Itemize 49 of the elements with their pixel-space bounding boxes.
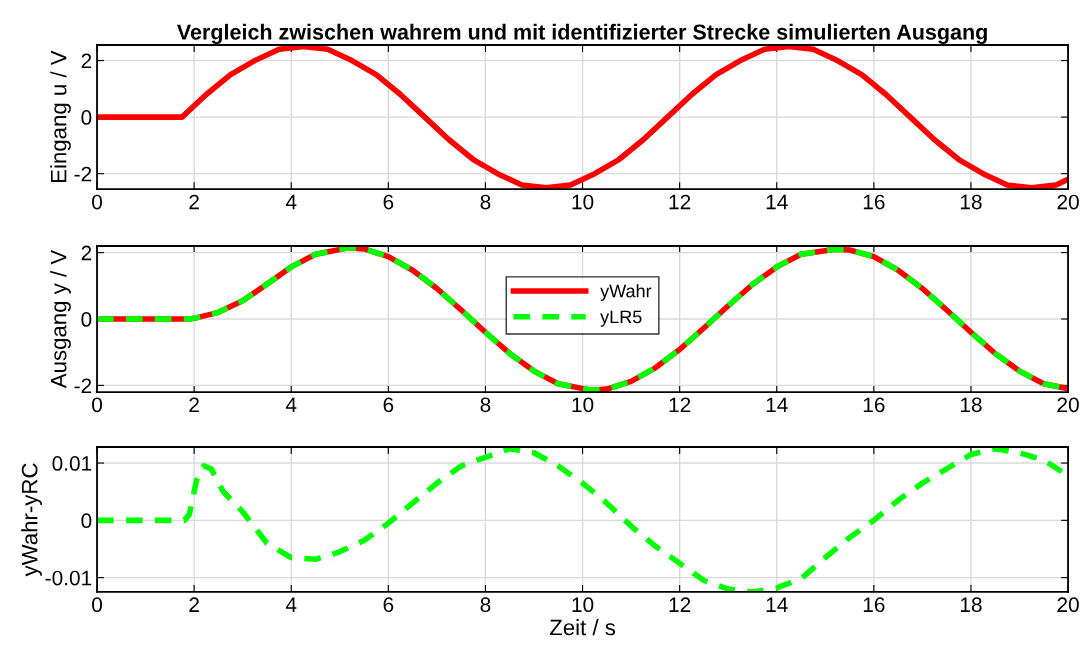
x-tick-label: 10 <box>572 397 594 413</box>
x-tick-label: 12 <box>669 397 691 412</box>
y-tick-label: 2 <box>81 53 92 69</box>
x-tick-label: 16 <box>863 397 885 413</box>
x-tick-label: 0 <box>92 397 103 413</box>
x-tick-label: 6 <box>383 194 394 210</box>
x-tick-label: 20 <box>1057 597 1079 613</box>
y-axis-title: Eingang u / V <box>50 50 71 182</box>
y-tick-label: 0 <box>81 110 92 125</box>
x-tick-label: 0 <box>92 597 103 613</box>
x-tick-label: 4 <box>285 194 297 210</box>
x-tick-label: 12 <box>669 194 691 210</box>
y-tick-label: 0.01 <box>52 456 92 471</box>
x-tick-label: 18 <box>960 397 982 413</box>
x-tick-label: 18 <box>960 194 982 210</box>
x-tick-label: 20 <box>1057 397 1079 413</box>
x-tick-label: 14 <box>766 397 788 412</box>
x-tick-label: 16 <box>863 194 885 210</box>
x-tick-label: 14 <box>766 194 788 210</box>
x-tick-label: 10 <box>572 597 594 613</box>
y-tick-label: 0 <box>81 312 92 327</box>
chart-title: Vergleich zwischen wahrem und mit identifizierter Strecke simulierten Ausgang <box>176 23 987 45</box>
x-tick-label: 20 <box>1057 194 1079 210</box>
y-tick-label: -0.01 <box>45 570 92 586</box>
y-tick-label: 2 <box>81 245 92 261</box>
y-tick-label: -2 <box>74 378 92 393</box>
x-tick-label: 6 <box>383 597 394 613</box>
y-tick-label: 0 <box>81 513 92 529</box>
x-tick-label: 0 <box>92 194 103 210</box>
y-tick-label: -2 <box>74 166 92 182</box>
x-tick-label: 14 <box>766 597 788 612</box>
legend-label: yWahr <box>600 284 652 301</box>
x-tick-label: 18 <box>960 597 982 613</box>
x-tick-label: 4 <box>285 597 297 612</box>
x-tick-label: 8 <box>480 397 491 413</box>
x-tick-label: 12 <box>669 597 691 612</box>
y-axis-title: Ausgang y / V <box>50 249 71 389</box>
x-tick-label: 2 <box>189 194 199 210</box>
legend-label: yLR5 <box>600 310 642 327</box>
x-tick-label: 6 <box>383 397 394 413</box>
x-tick-label: 8 <box>480 194 491 210</box>
y-axis-title: yWahr-yRC <box>21 463 42 577</box>
x-tick-label: 2 <box>189 597 199 612</box>
x-tick-label: 4 <box>285 397 297 412</box>
x-tick-label: 8 <box>480 597 491 613</box>
x-axis-title: Zeit / s <box>549 619 616 636</box>
x-tick-label: 2 <box>189 397 199 412</box>
x-tick-label: 16 <box>863 597 885 613</box>
x-tick-label: 10 <box>572 194 594 210</box>
